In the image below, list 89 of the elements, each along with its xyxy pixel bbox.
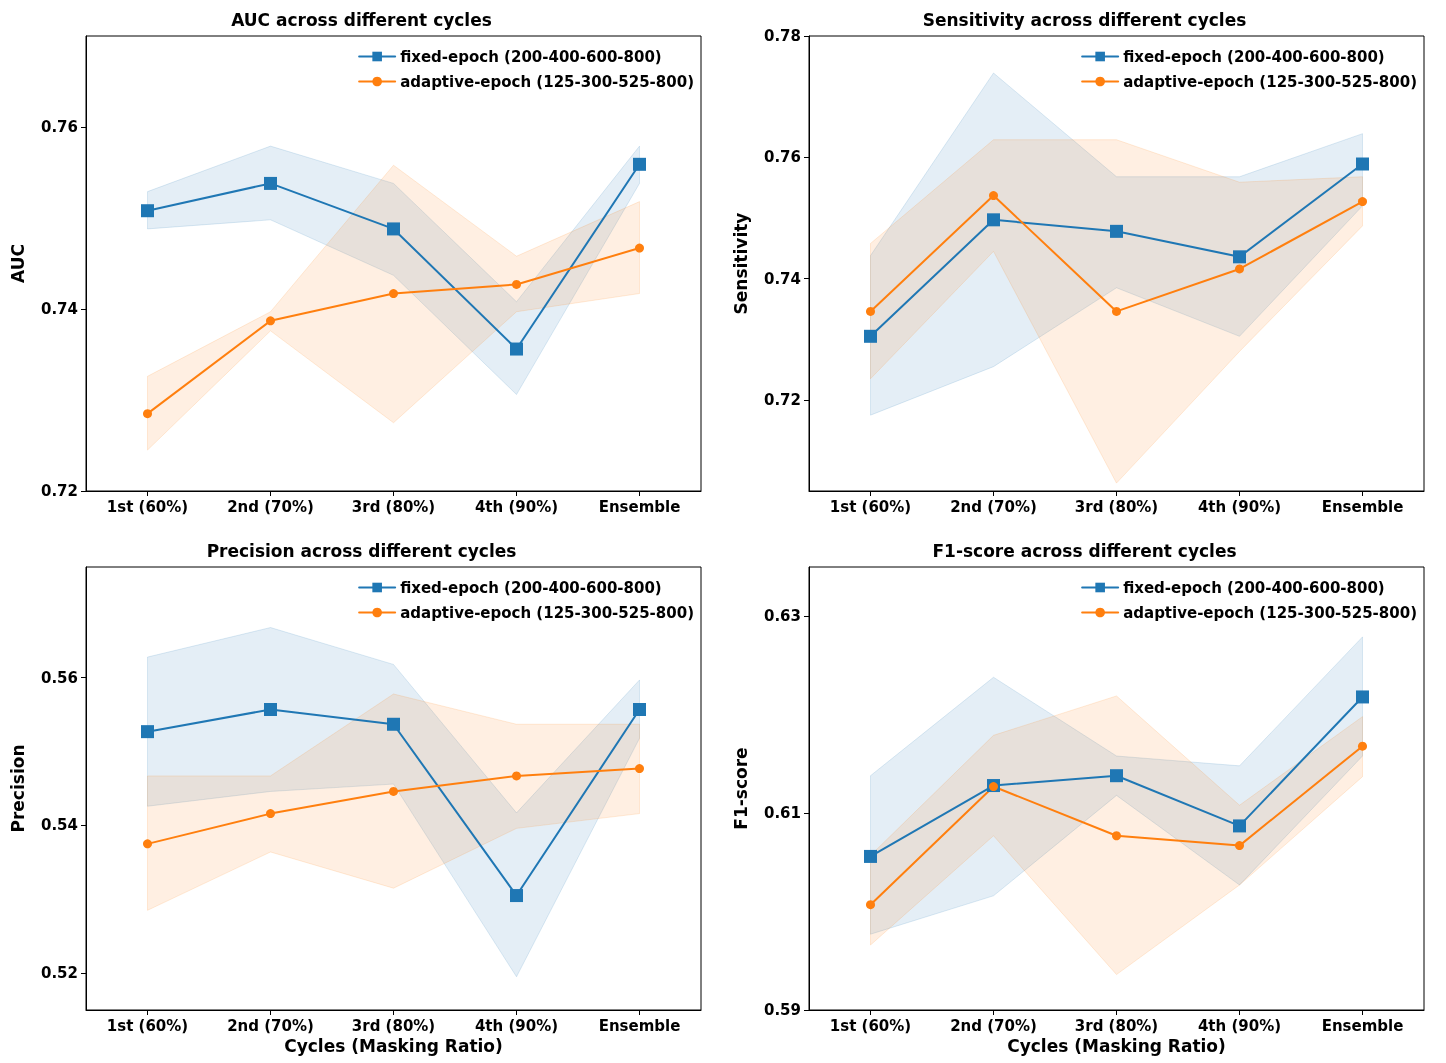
x-tick-label: Ensemble [598,497,681,516]
point [1112,831,1121,841]
point [864,849,877,863]
y-tick-label: 0.76 [763,148,801,167]
point [512,771,521,781]
point [264,703,277,716]
x-tick-label: Ensemble [1321,497,1404,516]
y-tick-label: 0.54 [40,816,78,835]
point [266,316,275,326]
y-axis-title: AUC [7,244,28,283]
y-tick-label: 0.61 [763,804,801,823]
y-tick-label: 0.74 [763,269,801,288]
point [143,409,152,419]
point [1358,197,1367,207]
x-tick-label: 4th (90%) [1197,497,1282,516]
legend-label: adaptive-epoch (125-300-525-800) [1123,603,1418,622]
point [866,306,875,316]
x-tick-label: 1st (60%) [106,1016,189,1035]
legend-label: adaptive-epoch (125-300-525-800) [400,72,695,91]
x-tick-label: 4th (90%) [474,1016,559,1035]
point [1112,306,1121,316]
chart-title: Sensitivity across different cycles [922,9,1247,30]
x-tick-label: 3rd (80%) [351,1016,436,1035]
point [1235,841,1244,851]
x-axis-title: Cycles (Masking Ratio) [284,1036,503,1057]
chart-title: Precision across different cycles [206,540,517,561]
point [266,809,275,819]
y-tick-label: 0.76 [40,118,78,136]
x-tick-label: 4th (90%) [1197,1016,1282,1035]
x-tick-label: 3rd (80%) [351,497,436,516]
point [264,176,277,190]
x-axis-title: Cycles (Masking Ratio) [1007,1036,1226,1057]
point [389,289,398,299]
point [1358,741,1367,751]
y-tick-label: 0.78 [763,27,801,45]
point [141,725,154,739]
chart-title: F1-score across different cycles [932,540,1237,561]
chart-title: AUC across different cycles [231,9,492,30]
y-tick-label: 0.72 [40,482,78,500]
x-tick-label: 2nd (70%) [227,497,314,516]
x-tick-label: 1st (60%) [106,497,189,516]
y-axis-title: Precision [7,744,28,833]
y-tick-label: 0.72 [763,391,801,409]
point [633,703,646,716]
point [635,764,644,774]
y-tick-label: 0.52 [40,964,78,983]
x-tick-label: 2nd (70%) [227,1016,314,1035]
point [987,213,1000,227]
point [1356,157,1369,171]
point [1110,769,1123,783]
y-tick-label: 0.56 [40,668,78,687]
point [635,243,644,253]
x-tick-label: 3rd (80%) [1074,497,1159,516]
x-tick-label: 4th (90%) [474,497,559,516]
legend-label: adaptive-epoch (125-300-525-800) [400,603,695,622]
point [1233,819,1246,833]
y-tick-label: 0.74 [40,300,78,318]
x-tick-label: 1st (60%) [829,1016,912,1035]
legend-label: fixed-epoch (200-400-600-800) [1123,578,1385,597]
point [1110,224,1123,238]
legend-label: adaptive-epoch (125-300-525-800) [1123,72,1418,91]
point [866,900,875,910]
legend-label: fixed-epoch (200-400-600-800) [1123,47,1385,66]
x-tick-label: 2nd (70%) [950,497,1037,516]
point [512,279,521,289]
point [1233,250,1246,264]
x-tick-label: 1st (60%) [829,497,912,516]
x-tick-label: 3rd (80%) [1074,1016,1159,1035]
point [633,157,646,171]
y-axis-title: F1-score [730,747,751,830]
legend-label: fixed-epoch (200-400-600-800) [400,578,662,597]
point [510,889,523,903]
point [510,342,523,356]
point [389,786,398,796]
point [143,839,152,849]
point [1235,264,1244,274]
x-tick-label: Ensemble [1321,1016,1404,1035]
x-tick-label: 2nd (70%) [950,1016,1037,1035]
x-tick-label: Ensemble [598,1016,681,1035]
point [387,717,400,731]
legend-label: fixed-epoch (200-400-600-800) [400,47,662,66]
point [864,329,877,343]
point [387,222,400,236]
point [141,204,154,218]
y-tick-label: 0.59 [763,1001,801,1019]
y-tick-label: 0.63 [763,607,801,626]
y-axis-title: Sensitivity [730,212,751,315]
point [989,191,998,201]
point [1356,690,1369,704]
